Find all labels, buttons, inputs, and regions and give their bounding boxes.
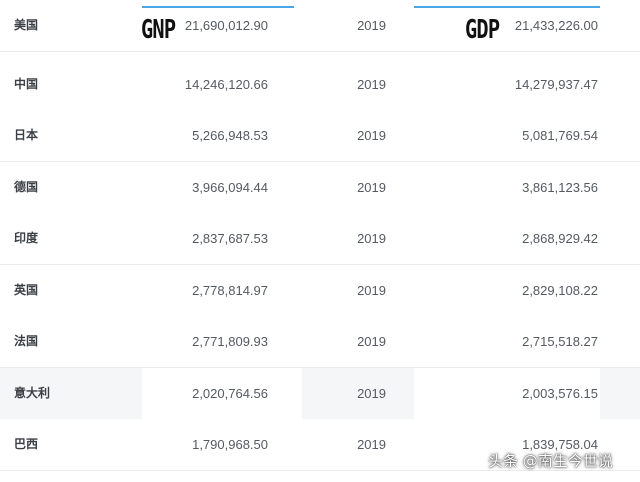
country-name: 印度 (14, 231, 39, 245)
country-name: 德国 (14, 180, 39, 194)
gdp-value: 14,279,937.47 (514, 77, 598, 92)
gnp-value: 2,837,687.53 (192, 231, 268, 246)
table-row: 中国 14,246,120.66 2019 14,279,937.47 (0, 59, 640, 111)
year-value: 2019 (357, 180, 386, 195)
gdp-value: 3,861,123.56 (522, 180, 598, 195)
year-value: 2019 (357, 334, 386, 349)
gdp-value: 2,829,108.22 (522, 283, 598, 298)
table-row: 美国 21,690,012.90 2019 21,433,226.00 (0, 0, 640, 52)
gdp-header-label: GDP (465, 15, 500, 45)
gdp-value: 2,003,576.15 (522, 386, 598, 401)
gnp-value: 5,266,948.53 (192, 128, 268, 143)
country-name: 巴西 (14, 437, 39, 451)
gnp-value: 2,778,814.97 (192, 283, 268, 298)
table-row: 日本 5,266,948.53 2019 5,081,769.54 (0, 110, 640, 162)
gdp-value: 2,715,518.27 (522, 334, 598, 349)
table-row: 法国 2,771,809.93 2019 2,715,518.27 (0, 316, 640, 368)
year-value: 2019 (357, 437, 386, 452)
gnp-value: 14,246,120.66 (184, 77, 268, 92)
gdp-value: 5,081,769.54 (522, 128, 598, 143)
gnp-value: 3,966,094.44 (192, 180, 268, 195)
table-row: 印度 2,837,687.53 2019 2,868,929.42 (0, 213, 640, 265)
gnp-value: 2,020,764.56 (192, 386, 268, 401)
gdp-value: 1,839,758.04 (522, 437, 598, 452)
country-name: 法国 (14, 334, 39, 348)
table-row: 德国 3,966,094.44 2019 3,861,123.56 (0, 162, 640, 214)
gdp-column-accent-bar (414, 6, 600, 8)
gnp-value: 1,790,968.50 (192, 437, 268, 452)
gnp-cell-highlight (142, 368, 302, 419)
country-name: 美国 (14, 18, 39, 32)
country-name: 意大利 (14, 386, 51, 400)
gnp-header-label: GNP (141, 15, 176, 45)
table-row: 英国 2,778,814.97 2019 2,829,108.22 (0, 265, 640, 317)
year-value: 2019 (357, 386, 386, 401)
year-value: 2019 (357, 128, 386, 143)
gnp-value: 2,771,809.93 (192, 334, 268, 349)
gdp-cell-highlight (414, 368, 600, 419)
table-row: 巴西 1,790,968.50 2019 1,839,758.04 (0, 419, 640, 471)
country-name: 中国 (14, 77, 39, 91)
country-name: 英国 (14, 283, 39, 297)
watermark: 头条 @南生今世说 (488, 452, 613, 470)
year-value: 2019 (357, 77, 386, 92)
table-row: 意大利 2,020,764.56 2019 2,003,576.15 (0, 368, 640, 420)
country-name: 日本 (14, 128, 39, 142)
gnp-value: 21,690,012.90 (184, 18, 268, 33)
year-value: 2019 (357, 231, 386, 246)
gdp-value: 21,433,226.00 (514, 18, 598, 33)
gdp-value: 2,868,929.42 (522, 231, 598, 246)
year-value: 2019 (357, 18, 386, 33)
year-value: 2019 (357, 283, 386, 298)
gnp-column-accent-bar (142, 6, 294, 8)
